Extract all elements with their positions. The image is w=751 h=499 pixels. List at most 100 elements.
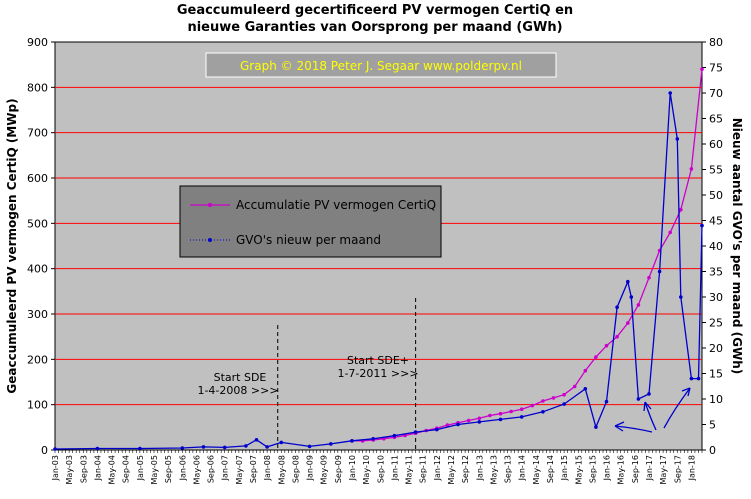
x-tick-label: Jan-04 bbox=[93, 455, 102, 481]
x-tick-label: May-06 bbox=[192, 455, 201, 484]
x-tick-label: May-14 bbox=[532, 455, 541, 484]
x-tick-label: May-03 bbox=[65, 455, 74, 484]
series-point bbox=[265, 445, 269, 449]
x-tick-label: Jan-08 bbox=[263, 455, 272, 481]
series-point bbox=[95, 446, 100, 451]
series-point bbox=[477, 420, 482, 424]
series-point bbox=[647, 392, 651, 396]
series-point bbox=[541, 399, 545, 403]
x-tick-label: May-04 bbox=[108, 455, 117, 484]
series-point bbox=[254, 438, 259, 442]
legend-marker-gvo bbox=[208, 238, 212, 242]
series-point bbox=[626, 279, 630, 284]
series-point bbox=[647, 275, 651, 280]
right-tick-label: 50 bbox=[709, 189, 723, 202]
right-tick-label: 35 bbox=[709, 266, 723, 279]
series-point bbox=[679, 207, 683, 212]
x-tick-label: Sep-13 bbox=[504, 455, 513, 483]
x-tick-label: May-17 bbox=[659, 455, 668, 484]
x-tick-label: Sep-06 bbox=[207, 455, 216, 483]
x-tick-label: May-12 bbox=[447, 455, 456, 484]
annotation-sdeplus-line2: 1-7-2011 >>> bbox=[337, 367, 418, 380]
x-tick-label: May-09 bbox=[320, 455, 329, 484]
x-tick-label: May-15 bbox=[574, 455, 583, 484]
x-tick-label: Sep-08 bbox=[291, 455, 300, 483]
left-axis-title: Geaccumuleerd PV vermogen CertiQ (MWp) bbox=[5, 98, 19, 393]
x-tick-label: Sep-11 bbox=[419, 455, 428, 483]
arrow-3 bbox=[663, 387, 691, 429]
x-tick-label: Sep-10 bbox=[376, 455, 385, 483]
legend-label-accumulatie: Accumulatie PV vermogen CertiQ bbox=[236, 198, 436, 212]
series-point bbox=[583, 368, 588, 373]
series-point bbox=[488, 413, 492, 418]
x-tick-label: Jan-09 bbox=[306, 455, 315, 481]
series-point bbox=[519, 407, 524, 412]
right-tick-label: 15 bbox=[709, 368, 723, 381]
series-point bbox=[551, 396, 556, 400]
x-tick-label: Jan-17 bbox=[645, 455, 654, 481]
left-axis-ticks: 0 100 200 300 400 500 600 700 800 900 bbox=[27, 36, 55, 457]
x-tick-label: Sep-05 bbox=[164, 455, 173, 483]
right-tick-label: 65 bbox=[709, 113, 723, 126]
x-tick-label: Jan-03 bbox=[51, 455, 60, 481]
arrow-3-head bbox=[681, 387, 691, 397]
series-point bbox=[509, 409, 513, 414]
series-point bbox=[456, 422, 460, 427]
right-tick-label: 40 bbox=[709, 240, 723, 253]
series-point bbox=[594, 355, 598, 359]
series-point bbox=[201, 445, 206, 449]
series-point bbox=[445, 423, 450, 427]
right-tick-label: 0 bbox=[709, 444, 716, 457]
right-tick-label: 30 bbox=[709, 291, 723, 304]
left-tick-label: 600 bbox=[27, 172, 48, 185]
right-tick-label: 55 bbox=[709, 164, 723, 177]
x-tick-label: May-11 bbox=[405, 455, 414, 484]
x-tick-label: May-05 bbox=[150, 455, 159, 484]
right-tick-label: 20 bbox=[709, 342, 723, 355]
series-point bbox=[413, 430, 418, 434]
x-axis-ticks: Jan-03 May-03 Sep-03 Jan-04 May-04 Sep-04 Jan-… bbox=[51, 450, 703, 484]
x-tick-label: Sep-07 bbox=[249, 455, 258, 483]
x-tick-label: Jan-05 bbox=[136, 455, 145, 481]
x-tick-label: May-16 bbox=[617, 455, 626, 484]
left-tick-label: 300 bbox=[27, 308, 48, 321]
x-tick-label: May-07 bbox=[235, 455, 244, 484]
annotation-arrows bbox=[614, 387, 691, 433]
series-point bbox=[562, 392, 566, 397]
x-tick-label: Sep-15 bbox=[588, 455, 597, 483]
series-point bbox=[668, 91, 672, 95]
right-tick-label: 80 bbox=[709, 36, 723, 49]
series-point bbox=[53, 447, 57, 451]
series-point bbox=[307, 444, 312, 449]
legend-marker-accumulatie bbox=[208, 203, 212, 207]
series-point bbox=[657, 269, 662, 274]
series-point bbox=[689, 167, 694, 171]
annotation-sde-line2: 1-4-2008 >>> bbox=[197, 384, 278, 397]
series-point bbox=[530, 403, 535, 408]
left-tick-label: 800 bbox=[27, 81, 48, 94]
x-tick-label: Sep-04 bbox=[122, 455, 131, 483]
arrow-2-head bbox=[643, 401, 652, 412]
x-tick-label: Jan-06 bbox=[178, 455, 187, 481]
chart-title-line2: nieuwe Garanties van Oorsprong per maand… bbox=[187, 20, 562, 35]
series-point bbox=[629, 295, 634, 299]
series-point bbox=[519, 415, 524, 419]
series-point bbox=[700, 223, 704, 228]
series-point bbox=[615, 305, 619, 310]
series-point bbox=[604, 399, 609, 404]
series-point bbox=[572, 384, 577, 389]
annotation-sdeplus-line1: Start SDE+ bbox=[347, 354, 409, 367]
series-point bbox=[668, 230, 672, 235]
legend-label-gvo: GVO's nieuw per maand bbox=[236, 233, 381, 247]
series-point bbox=[279, 440, 284, 445]
x-tick-label: Jan-16 bbox=[603, 455, 612, 481]
x-tick-label: Jan-10 bbox=[348, 455, 357, 481]
series-point bbox=[626, 321, 630, 325]
x-tick-label: May-08 bbox=[277, 455, 286, 484]
series-line bbox=[54, 92, 703, 450]
series-point bbox=[604, 343, 609, 348]
right-tick-label: 45 bbox=[709, 215, 723, 228]
credit-box bbox=[205, 52, 557, 78]
x-tick-label: Sep-12 bbox=[461, 455, 470, 483]
right-tick-label: 5 bbox=[709, 419, 716, 432]
